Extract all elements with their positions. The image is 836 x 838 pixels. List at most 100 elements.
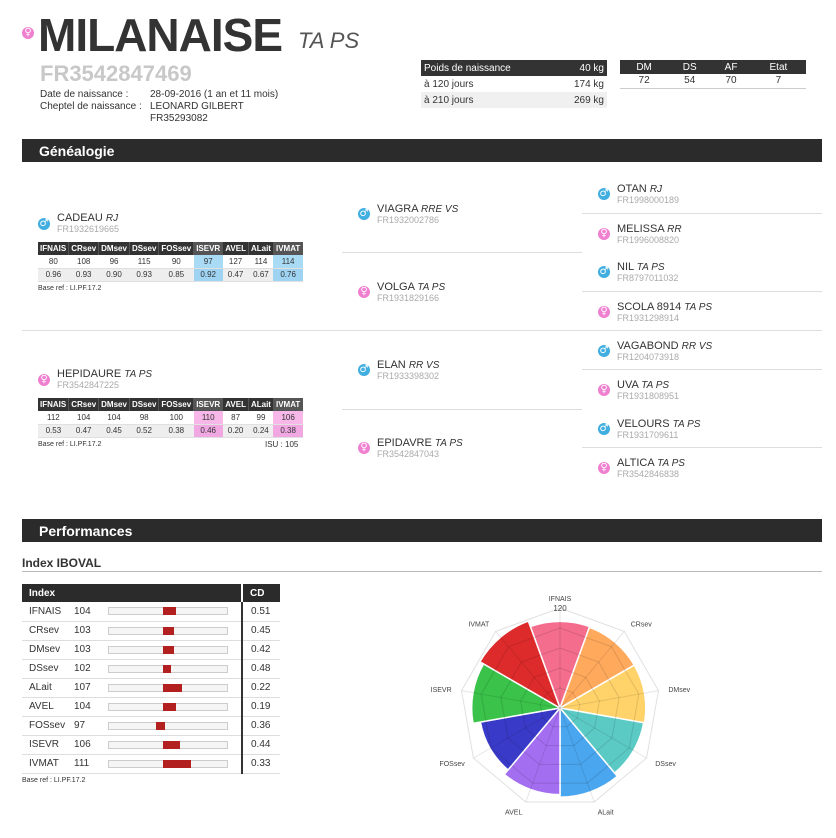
birth-herd-label: Cheptel de naissance : — [40, 101, 142, 112]
index-cd: 0.42 — [241, 640, 280, 660]
index-header: CRsev — [68, 242, 100, 255]
index-header: CRsev — [68, 398, 100, 411]
great-grandparent-id: FR1931808951 — [617, 391, 680, 401]
index-header: AVEL — [222, 398, 249, 411]
great-grandparent-id: FR8797011032 — [617, 273, 679, 283]
score-value: 70 — [711, 74, 751, 89]
divider — [22, 330, 342, 331]
polar-wedge-avel — [503, 705, 561, 796]
grandparent-id: FR1932002786 — [377, 215, 440, 225]
index-bar-cell — [102, 659, 242, 679]
index-value: 104 — [98, 411, 130, 425]
index-row: ALait 107 0.22 — [22, 678, 280, 698]
great-grandparent-name[interactable]: UVA TA PS — [617, 379, 670, 391]
index-row: IFNAIS 104 0.51 — [22, 602, 280, 622]
great-grandparent-name[interactable]: VAGABOND RR VS — [617, 340, 713, 352]
polar-spoke — [559, 707, 647, 759]
index-cd: 0.38 — [158, 424, 194, 438]
score-value: 54 — [668, 74, 712, 89]
iboval-title: Index IBOVAL — [22, 556, 102, 570]
index-column-header: Index — [22, 584, 242, 602]
great-grandparent-id: FR1931709611 — [617, 430, 679, 440]
index-bar-cell — [102, 602, 242, 622]
divider — [582, 447, 822, 448]
index-value: 104 — [74, 602, 102, 622]
index-bar-fill — [163, 626, 174, 635]
male-symbol-icon: ♂ — [598, 266, 610, 278]
index-value: 114 — [248, 255, 274, 269]
index-bar-fill — [163, 607, 176, 616]
index-value: 106 — [74, 735, 102, 755]
index-bar-fill — [163, 740, 181, 749]
grandparent-name[interactable]: ELAN RR VS — [377, 359, 440, 371]
divider — [342, 409, 582, 410]
grandparent-name[interactable]: VIAGRA RRE VS — [377, 203, 459, 215]
index-bar-cell — [102, 735, 242, 755]
index-bar-fill — [163, 683, 183, 692]
great-grandparent-id: FR1931298914 — [617, 313, 680, 323]
index-cd: 0.76 — [273, 268, 303, 282]
index-cd: 0.47 — [222, 268, 249, 282]
male-symbol-icon: ♂ — [38, 218, 50, 230]
index-value: 110 — [193, 411, 223, 425]
polar-grid — [460, 607, 660, 803]
great-grandparent-name[interactable]: ALTICA TA PS — [617, 457, 685, 469]
index-bar — [108, 721, 228, 730]
index-cd: 0.24 — [248, 424, 274, 438]
weights-label: à 120 jours — [424, 78, 474, 90]
great-grandparent-name[interactable]: OTAN RJ — [617, 183, 663, 195]
weights-row: à 210 jours 269 kg — [421, 92, 607, 108]
grandparent-name[interactable]: EPIDAVRE TA PS — [377, 437, 463, 449]
weights-table: Poids de naissance 40 kg à 120 jours 174… — [421, 60, 607, 108]
index-bar-fill — [156, 721, 165, 730]
sire-name[interactable]: CADEAU RJ — [57, 212, 119, 224]
polar-grid — [520, 667, 600, 747]
score-header: DS — [668, 60, 712, 74]
index-bar — [108, 683, 228, 692]
index-bar-fill — [163, 759, 192, 768]
animal-name: MILANAISE — [38, 9, 283, 61]
index-cd: 0.46 — [193, 424, 223, 438]
index-bar — [108, 740, 228, 749]
grandparent-id: FR1931829166 — [377, 293, 440, 303]
index-value: 104 — [68, 411, 99, 425]
index-value: 100 — [158, 411, 194, 425]
great-grandparent-name[interactable]: SCOLA 8914 TA PS — [617, 301, 713, 313]
genealogy-section-header: Généalogie — [22, 139, 822, 162]
polar-category-label: ALait — [598, 809, 614, 816]
score-header: DM — [620, 60, 669, 74]
morphology-scores-table: DM DS AF Etat 72 54 70 7 — [620, 60, 806, 89]
male-symbol-icon: ♂ — [598, 345, 610, 357]
index-cd: 0.36 — [241, 716, 280, 736]
polar-spoke — [473, 707, 561, 759]
index-value: 108 — [68, 255, 99, 269]
polar-spoke — [559, 690, 659, 709]
dam-name[interactable]: HEPIDAURE TA PS — [57, 368, 153, 380]
index-cd: 0.19 — [241, 697, 280, 717]
index-row: AVEL 104 0.19 — [22, 697, 280, 717]
index-bar-fill — [163, 645, 174, 654]
polar-spoke — [495, 631, 561, 709]
index-cd: 0.33 — [241, 754, 280, 774]
iboval-polar-chart: IFNAIS CRsev DMsev DSsev ALait AVEL FOSsev ISEV… — [431, 596, 691, 816]
score-value: 72 — [620, 74, 669, 89]
great-grandparent-name[interactable]: MELISSA RR — [617, 223, 682, 235]
index-header: ALait — [248, 242, 274, 255]
index-cd: 0.92 — [193, 268, 223, 282]
index-value: 104 — [74, 697, 102, 717]
great-grandparent-name[interactable]: VELOURS TA PS — [617, 418, 701, 430]
weights-row: à 120 jours 174 kg — [421, 76, 607, 92]
index-bar — [108, 702, 228, 711]
female-symbol-icon: ♀ — [598, 384, 610, 396]
animal-id: FR3542847469 — [40, 61, 192, 86]
index-value: 98 — [129, 411, 159, 425]
polar-max-label: 120 — [553, 604, 567, 613]
index-value: 102 — [74, 659, 102, 679]
grandparent-id: FR3542847043 — [377, 449, 440, 459]
grandparent-name[interactable]: VOLGA TA PS — [377, 281, 446, 293]
great-grandparent-id: FR1998000189 — [617, 195, 680, 205]
index-bar-cell — [102, 716, 242, 736]
great-grandparent-name[interactable]: NIL TA PS — [617, 261, 665, 273]
score-header: AF — [711, 60, 751, 74]
female-symbol-icon: ♀ — [598, 306, 610, 318]
